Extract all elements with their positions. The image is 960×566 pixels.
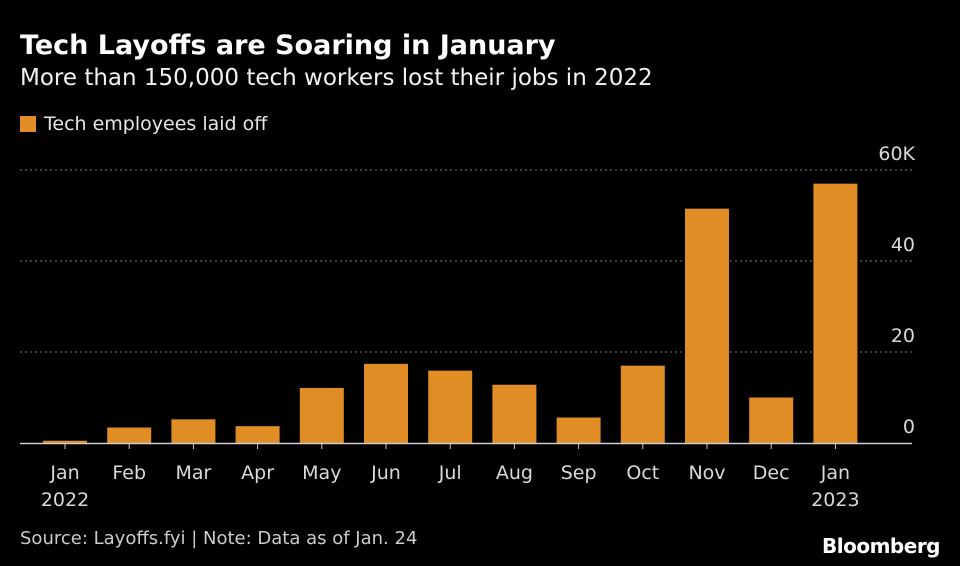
x-tick-label: Dec [753,462,790,484]
bar [428,370,473,443]
bar [813,183,858,443]
bar [620,365,665,443]
chart-title: Tech Layoffs are Soaring in January [20,30,556,61]
bar [364,363,408,443]
x-tick-label: Jan [820,462,850,484]
bar [235,426,280,443]
y-tick-label: 0 [903,416,915,438]
bar [171,419,216,443]
bloomberg-logo: Bloomberg [822,534,940,558]
x-tick-label: Apr [241,462,274,484]
chart-subtitle: More than 150,000 tech workers lost thei… [20,65,653,91]
y-tick-label: 40 [891,234,915,256]
x-tick-label: Jun [370,462,401,484]
bar [43,440,87,443]
y-tick-label: 60K [878,143,915,165]
x-tick-sublabel: 2022 [41,489,89,511]
x-tick-sublabel: 2023 [811,489,859,511]
x-tick-label: Feb [112,462,146,484]
bar [556,417,601,443]
bar [107,427,152,443]
x-tick-label: Sep [561,462,597,484]
x-tick-label: Jul [438,462,462,484]
legend: Tech employees laid off [20,113,267,135]
bar [492,384,537,443]
bar [299,387,344,443]
legend-label: Tech employees laid off [44,113,268,135]
source-note: Source: Layoffs.fyi | Note: Data as of J… [20,528,418,549]
x-tick-label: Nov [688,462,725,484]
legend-swatch [20,116,36,132]
x-tick-label: Mar [175,462,211,484]
bar [685,208,729,443]
bar [749,397,794,443]
x-tick-label: Aug [496,462,533,484]
x-tick-label: Jan [49,462,79,484]
x-tick-label: May [302,462,341,484]
x-tick-label: Oct [626,462,659,484]
y-tick-label: 20 [891,325,915,347]
